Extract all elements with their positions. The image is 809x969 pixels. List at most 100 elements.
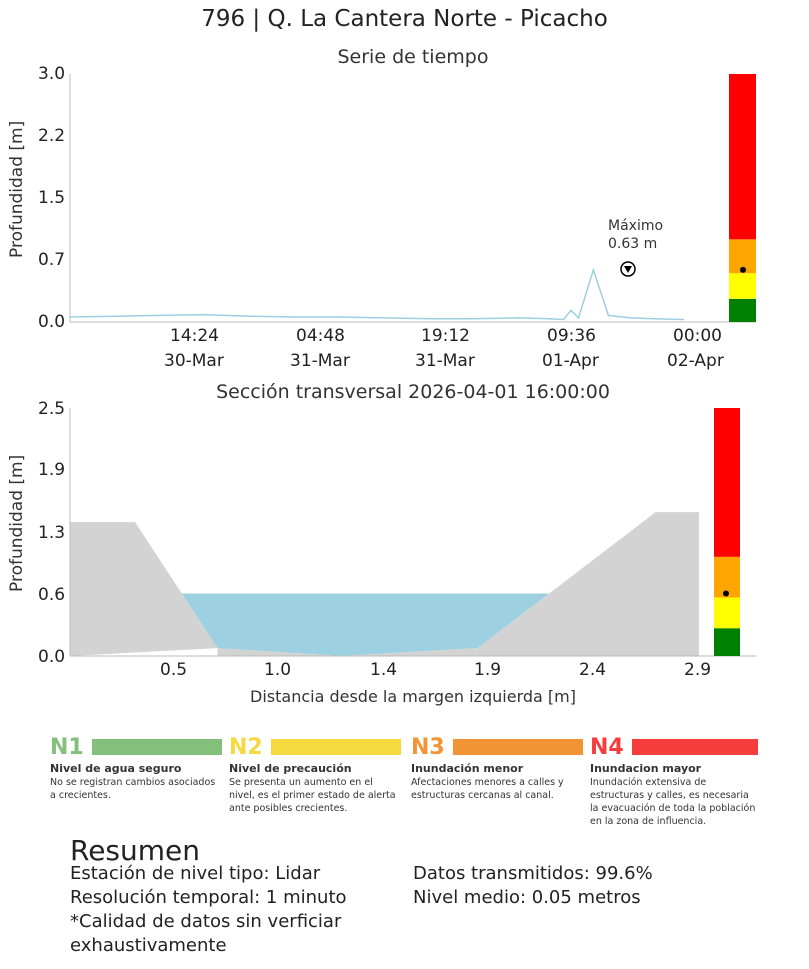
- summary-title: Resumen: [70, 834, 201, 867]
- section-x-axis-label: Distancia desde la margen izquierda [m]: [250, 687, 576, 706]
- ts-xtick-time: 09:36: [547, 326, 596, 346]
- summary-left: Estación de nivel tipo: Lidar Resolución…: [70, 862, 347, 958]
- ts-xtick-date: 31-Mar: [415, 351, 475, 371]
- sec-ytick: 0.6: [38, 585, 66, 605]
- sec-ytick: 1.3: [38, 523, 66, 543]
- legend-item-n2: N2 Nivel de precaución Se presenta un au…: [229, 735, 401, 815]
- ts-ytick: 1.5: [38, 188, 66, 208]
- section-title: Sección transversal 2026-04-01 16:00:00: [216, 381, 610, 403]
- summary-line: exhaustivamente: [70, 935, 227, 956]
- sec-xtick: 1.0: [264, 660, 292, 680]
- series-point: [69, 316, 71, 318]
- legend-name: Inundacion mayor: [590, 762, 702, 775]
- sec-ytick: 2.5: [38, 399, 66, 419]
- section-alert-bar: [714, 408, 740, 656]
- alert-band-n2: [729, 273, 756, 299]
- ts-ytick: 3.0: [38, 64, 66, 84]
- sec-xtick: 1.9: [474, 660, 502, 680]
- timeseries-title: Serie de tiempo: [337, 46, 489, 68]
- summary-right: Datos transmitidos: 99.6% Nivel medio: 0…: [413, 862, 653, 910]
- ground-left-bank: [70, 522, 218, 656]
- series-point: [383, 317, 385, 319]
- ts-xtick-date: 01-Apr: [542, 351, 599, 371]
- water-area: [181, 593, 550, 656]
- legend-swatch: [92, 739, 222, 755]
- series-point: [203, 313, 206, 316]
- section-fill: [70, 512, 699, 656]
- series-point: [682, 318, 684, 321]
- legend-name: Nivel de agua seguro: [50, 762, 182, 775]
- series-point: [577, 317, 580, 319]
- series-point: [248, 315, 251, 318]
- timeseries-plot: [69, 74, 756, 323]
- series-point: [562, 318, 565, 321]
- legend-desc: Se presenta un aumento en el nivel, es e…: [229, 777, 396, 814]
- timeseries-max-marker: [620, 261, 636, 277]
- ground-right-bank: [477, 512, 699, 656]
- legend-item-n1: N1 Nivel de agua seguro No se registran …: [50, 735, 222, 802]
- legend-code: N2: [229, 734, 263, 760]
- ts-xtick-date: 30-Mar: [164, 351, 224, 371]
- alert-band-n4: [714, 408, 740, 557]
- ts-ytick: 0.7: [38, 250, 66, 270]
- series-point: [293, 316, 296, 318]
- timeseries-series: [69, 267, 684, 321]
- legend-swatch: [271, 739, 401, 755]
- sec-ytick: 0.0: [38, 647, 66, 667]
- series-point: [652, 317, 655, 320]
- legend-code: N4: [590, 734, 624, 760]
- alert-band-n1: [729, 298, 756, 322]
- section-plot: [69, 408, 756, 657]
- alert-band-n4: [729, 74, 756, 240]
- timeseries-alert-bar: [729, 74, 756, 322]
- current-level-dot: [723, 590, 729, 597]
- legend-item-n3: N3 Inundación menor Afectaciones menores…: [411, 735, 583, 802]
- legend-desc: Inundación extensiva de estructuras y ca…: [590, 777, 756, 827]
- ts-xtick-time: 00:00: [673, 326, 722, 346]
- ts-xtick-time: 19:12: [421, 326, 470, 346]
- ts-xtick-time: 14:24: [170, 326, 219, 346]
- series-point: [517, 317, 520, 319]
- series-point: [607, 314, 610, 317]
- page-title: 796 | Q. La Cantera Norte - Picacho: [201, 6, 608, 32]
- max-marker-triangle: [624, 266, 632, 273]
- legend-swatch: [453, 739, 583, 755]
- series-point: [592, 269, 595, 271]
- summary-line: *Calidad de datos sin verficiar: [70, 911, 342, 932]
- series-line: [69, 267, 684, 321]
- series-point: [629, 317, 632, 319]
- summary-line: Datos transmitidos: 99.6%: [413, 863, 653, 884]
- sec-ytick: 1.9: [38, 460, 66, 480]
- legend-desc: No se registran cambios asociados a crec…: [50, 777, 216, 801]
- ground-riverbed: [217, 648, 478, 656]
- series-point: [114, 315, 116, 318]
- series-point: [428, 317, 430, 320]
- series-point: [158, 314, 161, 317]
- ts-ytick: 2.2: [38, 126, 66, 146]
- legend-code: N1: [50, 734, 84, 760]
- ts-xtick-date: 31-Mar: [290, 351, 350, 371]
- ts-xtick-time: 04:48: [296, 326, 345, 346]
- sec-xtick: 2.9: [684, 660, 712, 680]
- series-point: [570, 309, 572, 312]
- sec-xtick: 2.4: [579, 660, 607, 680]
- current-level-dot: [740, 266, 746, 273]
- summary-line: Nivel medio: 0.05 metros: [413, 887, 641, 908]
- legend-desc: Afectaciones menores a calles y estructu…: [411, 777, 564, 801]
- legend-code: N3: [411, 734, 445, 760]
- legend-name: Inundación menor: [411, 762, 524, 775]
- legend-swatch: [632, 739, 758, 755]
- series-point: [547, 317, 550, 320]
- summary-line: Estación de nivel tipo: Lidar: [70, 863, 321, 884]
- alert-band-n2: [714, 597, 740, 629]
- max-value-label: 0.63 m: [608, 236, 658, 252]
- legend-name: Nivel de precaución: [229, 762, 352, 775]
- ts-xtick-date: 02-Apr: [667, 351, 724, 371]
- sec-xtick: 1.4: [370, 660, 398, 680]
- ts-ytick: 0.0: [38, 312, 66, 332]
- series-point: [338, 316, 340, 318]
- series-point: [472, 317, 475, 320]
- sec-xtick: 0.5: [160, 660, 188, 680]
- summary-line: Resolución temporal: 1 minuto: [70, 887, 347, 908]
- max-label: Máximo: [608, 218, 664, 234]
